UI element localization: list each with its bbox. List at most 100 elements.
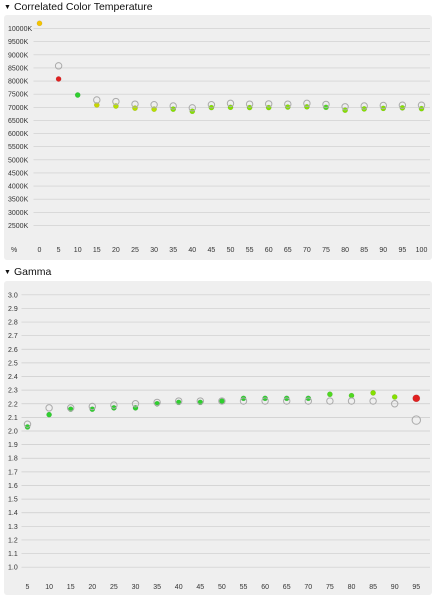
gamma-xtick-label: 30 [132, 584, 140, 591]
cct-ytick-label: 6500K [8, 118, 29, 125]
gamma-xtick-label: 95 [412, 584, 420, 591]
gamma-section-header[interactable]: ▼ Gamma [4, 265, 51, 279]
cct-ytick-label: 8000K [8, 79, 29, 86]
gamma-reference-point [110, 401, 118, 409]
gamma-measured-point [219, 398, 225, 404]
cct-section-title: Correlated Color Temperature [13, 1, 153, 13]
cct-xtick-label: 100 [416, 247, 428, 254]
cct-measured-point [36, 20, 43, 27]
cct-measured-point [93, 102, 100, 108]
gamma-reference-point [88, 402, 97, 411]
gamma-reference-point [283, 397, 291, 405]
gamma-xtick-label: 55 [240, 584, 248, 591]
gamma-reference-point [304, 397, 312, 405]
cct-reference-point [54, 62, 63, 70]
collapse-caret-icon[interactable]: ▼ [4, 3, 11, 11]
cct-reference-point [284, 100, 292, 108]
cct-ytick-label: 3500K [8, 197, 29, 204]
cct-ytick-label: 2500K [8, 223, 29, 230]
cct-reference-point [188, 104, 197, 112]
cct-xtick-label: 30 [150, 247, 158, 254]
gamma-xtick-label: 35 [153, 584, 161, 591]
cct-xtick-label: 90 [379, 247, 387, 254]
cct-xtick-label: 10 [74, 247, 82, 254]
gamma-ytick-label: 1.9 [8, 442, 18, 449]
cct-ytick-label: 9000K [8, 52, 29, 59]
cct-section-header[interactable]: ▼ Correlated Color Temperature [4, 0, 153, 14]
gamma-xtick-label: 45 [196, 584, 204, 591]
gamma-reference-point [239, 397, 248, 405]
gamma-ytick-label: 1.5 [8, 497, 18, 504]
gamma-ytick-label: 1.0 [8, 565, 18, 572]
gamma-ytick-label: 2.4 [8, 374, 18, 381]
gamma-ytick-label: 1.7 [8, 469, 18, 476]
gamma-measured-point [46, 411, 52, 418]
gamma-ytick-label: 1.1 [8, 551, 18, 558]
cct-reference-point [131, 100, 139, 108]
gamma-ytick-label: 1.3 [8, 524, 18, 531]
cct-xtick-label: 40 [188, 247, 196, 254]
gamma-reference-point [326, 397, 334, 405]
cct-xtick-label: 95 [399, 247, 407, 254]
cct-ytick-label: 8500K [8, 65, 29, 72]
gamma-xtick-label: 90 [391, 584, 399, 591]
cct-ytick-label: 6000K [8, 131, 29, 138]
gamma-ytick-label: 2.7 [8, 333, 18, 340]
gamma-reference-point [45, 404, 53, 412]
cct-ytick-label: 7500K [8, 92, 29, 99]
gamma-section-title: Gamma [13, 266, 52, 278]
gamma-chart-panel: 3.0 2.9 2.8 2.7 2.6 2.5 2.4 2.3 2.2 2.1 2.0 1.9 1.8 1… [4, 281, 432, 595]
gamma-ytick-label: 2.8 [8, 320, 18, 327]
gamma-reference-point [131, 400, 140, 408]
gamma-ytick-label: 2.3 [8, 388, 18, 395]
gamma-ytick-label: 2.1 [8, 415, 18, 422]
gamma-ytick-label: 1.8 [8, 456, 18, 463]
gamma-xtick-label: 85 [369, 584, 377, 591]
cct-measured-point [55, 76, 62, 82]
cct-ytick-label: 4000K [8, 184, 29, 191]
gamma-xtick-label: 15 [67, 584, 75, 591]
gamma-chart: 3.0 2.9 2.8 2.7 2.6 2.5 2.4 2.3 2.2 2.1 2.0 1.9 1.8 1… [8, 292, 430, 591]
gamma-measured-point [412, 394, 421, 403]
cct-reference-point [245, 100, 254, 108]
cct-xtick-label: 25 [131, 247, 139, 254]
gamma-reference-point [347, 397, 356, 405]
gamma-reference-point [153, 398, 161, 407]
cct-reference-point [322, 100, 330, 109]
cct-ytick-label: 9500K [8, 39, 29, 46]
gamma-reference-point [196, 397, 205, 405]
cct-reference-point [379, 101, 387, 110]
gamma-xtick-label: 25 [110, 584, 118, 591]
gamma-reference-point [391, 400, 399, 408]
gamma-reference-point [261, 397, 269, 405]
cct-x-unit-label: % [11, 247, 17, 254]
collapse-caret-icon[interactable]: ▼ [4, 268, 11, 276]
cct-ytick-label: 10000K [8, 26, 32, 33]
cct-xtick-label: 60 [265, 247, 273, 254]
cct-xtick-label: 15 [93, 247, 101, 254]
gamma-reference-point [66, 404, 75, 412]
gamma-xtick-label: 75 [326, 584, 334, 591]
cct-reference-point [265, 100, 273, 108]
cct-xtick-label: 75 [322, 247, 330, 254]
cct-ytick-label: 5000K [8, 157, 29, 164]
cct-xtick-label: 5 [57, 247, 61, 254]
gamma-reference-point [23, 420, 32, 428]
gamma-ytick-label: 2.9 [8, 306, 18, 313]
cct-ytick-label: 4500K [8, 170, 29, 177]
gamma-ytick-label: 2.6 [8, 347, 18, 354]
gamma-ytick-label: 2.2 [8, 401, 18, 408]
cct-xtick-label: 80 [341, 247, 349, 254]
gamma-ytick-label: 1.2 [8, 537, 18, 544]
cct-xtick-label: 45 [208, 247, 216, 254]
gamma-reference-point [218, 397, 226, 405]
cct-reference-point [360, 102, 368, 110]
cct-reference-point [417, 101, 426, 109]
cct-reference-point [93, 96, 101, 104]
cct-ytick-label: 5500K [8, 144, 29, 151]
cct-reference-point [398, 101, 407, 109]
gamma-ytick-label: 3.0 [8, 292, 18, 299]
cct-xtick-label: 65 [284, 247, 292, 254]
gamma-ytick-label: 2.5 [8, 360, 18, 367]
cct-chart: 10000K 9500K 9000K 8500K 8000K 7500K 7000K 6500… [8, 20, 430, 254]
